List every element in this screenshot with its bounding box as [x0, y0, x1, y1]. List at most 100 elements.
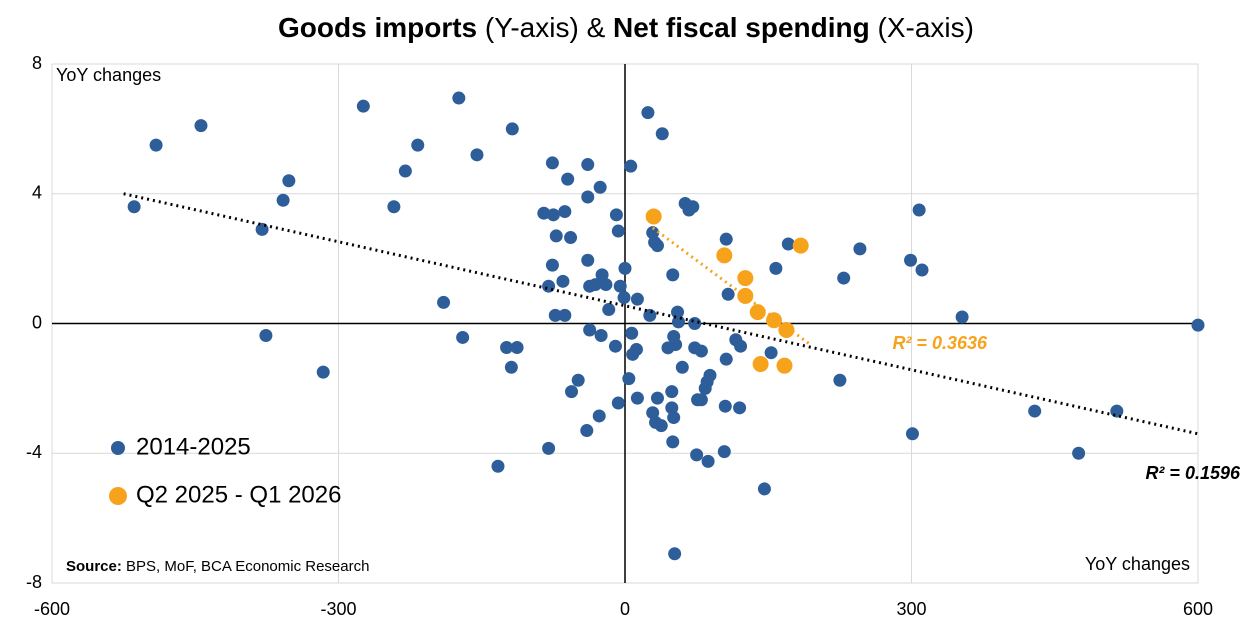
point: [688, 317, 702, 330]
point: [912, 203, 926, 217]
point: [624, 159, 638, 173]
point: [255, 222, 269, 236]
point: [545, 156, 559, 170]
legend-marker: [109, 487, 127, 505]
point: [905, 427, 919, 441]
point: [259, 329, 273, 343]
point: [608, 339, 622, 353]
point: [398, 164, 412, 178]
point: [356, 99, 370, 113]
point: [717, 445, 731, 459]
point: [904, 253, 918, 267]
point: [549, 229, 563, 243]
point: [537, 206, 551, 220]
point: [593, 180, 607, 194]
x-tick-label: -600: [34, 599, 70, 619]
point: [611, 396, 625, 410]
point: [776, 357, 793, 374]
point: [452, 91, 466, 105]
y-tick-label: -4: [26, 442, 42, 462]
point: [588, 278, 602, 292]
point: [719, 352, 733, 366]
point: [617, 291, 631, 305]
point: [764, 346, 778, 360]
point: [580, 424, 594, 438]
point: [737, 270, 754, 287]
point: [546, 208, 560, 222]
point: [669, 338, 683, 352]
point: [504, 360, 518, 374]
y-tick-label: 4: [32, 183, 42, 203]
point: [548, 308, 562, 322]
point: [675, 360, 689, 374]
point: [282, 174, 296, 188]
point: [629, 342, 643, 356]
point: [127, 200, 141, 214]
point: [276, 193, 290, 207]
point: [833, 373, 847, 387]
point: [599, 278, 613, 292]
point: [733, 401, 747, 415]
point: [765, 312, 782, 329]
point: [655, 127, 669, 141]
point: [470, 148, 484, 162]
point: [622, 372, 636, 386]
point: [686, 200, 700, 214]
point: [149, 138, 163, 152]
title-part: (Y-axis) &: [477, 12, 613, 43]
point: [718, 399, 732, 413]
point: [613, 279, 627, 293]
source-part: Source:: [66, 558, 122, 575]
point: [387, 200, 401, 214]
point: [769, 261, 783, 275]
y-tick-label: -8: [26, 572, 42, 592]
point: [654, 419, 668, 433]
x-tick-label: 300: [896, 599, 926, 619]
point: [757, 482, 771, 496]
point: [510, 341, 524, 355]
title-part: Goods imports: [278, 12, 477, 43]
point: [411, 138, 425, 152]
point: [667, 411, 681, 425]
point: [437, 295, 451, 309]
point: [749, 304, 766, 321]
point: [643, 308, 657, 322]
point: [650, 239, 664, 253]
point: [853, 242, 867, 256]
y-tick-label: 0: [32, 312, 42, 332]
chart-title: Goods imports (Y-axis) & Net fiscal spen…: [278, 12, 974, 43]
point: [781, 237, 795, 251]
point: [1191, 318, 1205, 332]
point: [542, 441, 556, 455]
point: [955, 310, 969, 324]
point: [666, 435, 680, 449]
source: Source: BPS, MoF, BCA Economic Research: [66, 558, 369, 575]
point: [583, 323, 597, 337]
point: [694, 393, 708, 407]
point: [609, 208, 623, 222]
point: [1028, 404, 1042, 418]
title-part: (X-axis): [870, 12, 974, 43]
point: [194, 119, 208, 133]
point: [602, 303, 616, 317]
point: [778, 321, 795, 338]
point: [595, 268, 609, 282]
x-tick-label: 600: [1183, 599, 1213, 619]
point: [734, 339, 748, 353]
point: [581, 253, 595, 267]
point: [645, 208, 662, 225]
point: [565, 385, 579, 399]
point: [646, 226, 660, 240]
point: [581, 158, 595, 172]
point: [456, 330, 470, 344]
point: [671, 305, 685, 319]
point: [694, 344, 708, 358]
point: [581, 190, 595, 204]
legend-marker: [111, 441, 125, 455]
source-part: BPS, MoF, BCA Economic Research: [122, 558, 370, 575]
point: [491, 459, 505, 473]
point: [618, 261, 632, 275]
point: [558, 205, 572, 219]
point: [752, 356, 769, 373]
